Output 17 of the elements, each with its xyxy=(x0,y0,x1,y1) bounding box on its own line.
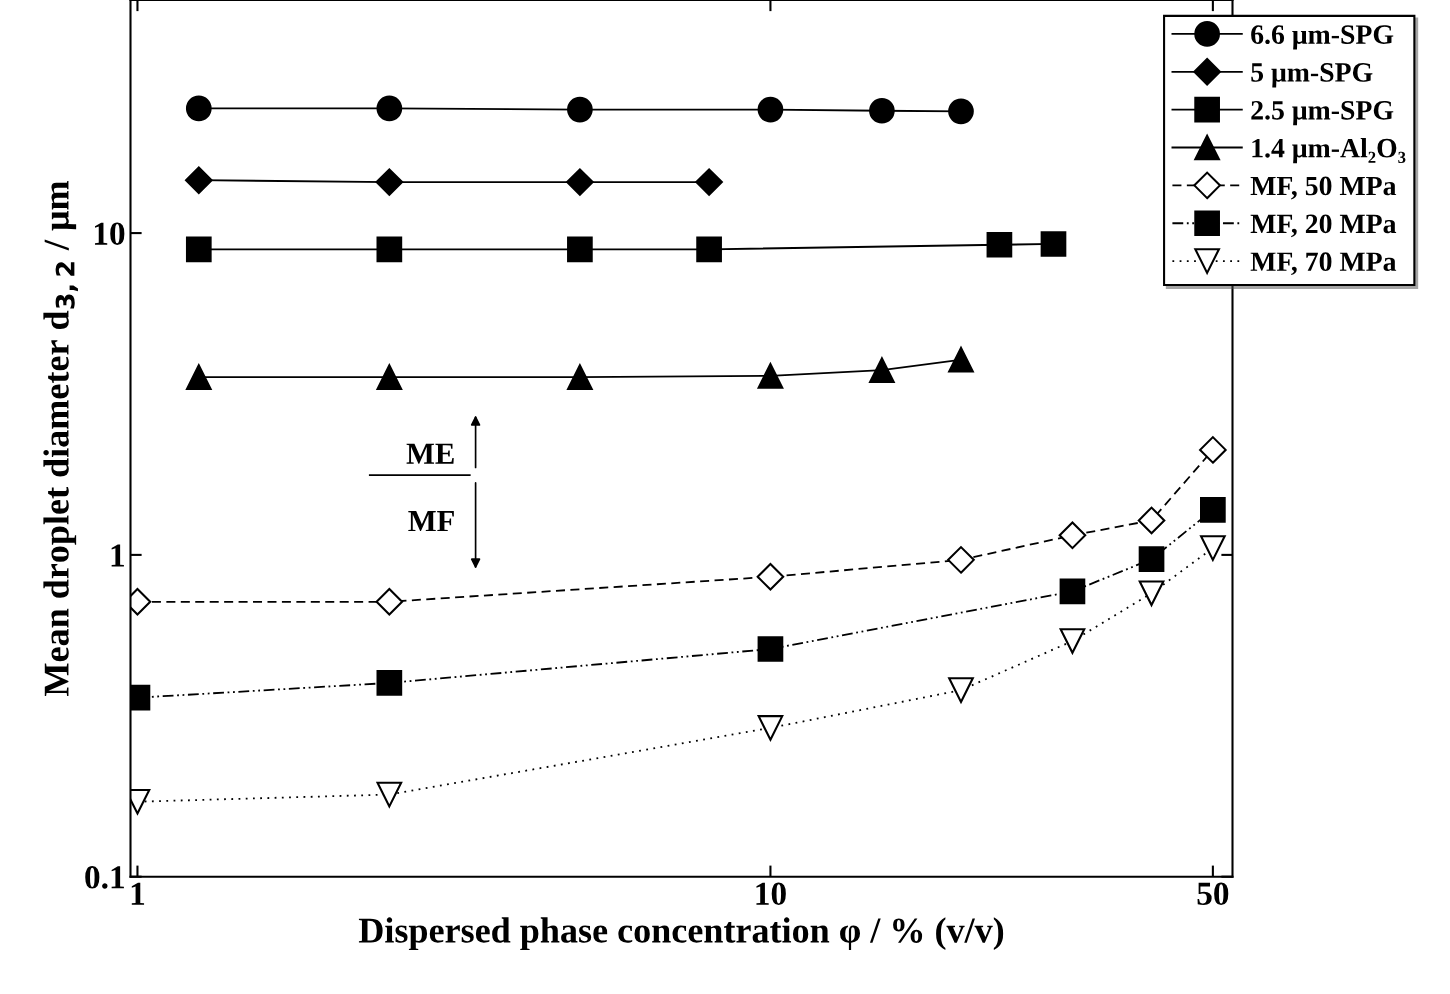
legend-label: 1.4 μm-Al₂O₃ xyxy=(1252,137,1406,164)
legend-label: 5 μm-SPG xyxy=(1251,63,1373,88)
x-axis-title: Dispersed phase concentration φ / % (v/v) xyxy=(358,917,1004,951)
annotation: ME xyxy=(406,443,454,464)
annotation: MF xyxy=(408,511,454,532)
legend-label: 2.5 μm-SPG xyxy=(1251,100,1394,126)
x-tick-label: 10 xyxy=(756,882,786,906)
legend-label: MF, 70 MPa xyxy=(1250,252,1397,276)
y-axis-title: Mean droplet diameter d$_{3,2}$ / μm xyxy=(43,181,78,696)
legend-label: 6.6 μm-SPG xyxy=(1251,25,1394,50)
y-tick-label: 1 xyxy=(111,544,124,567)
y-tick-label: 10 xyxy=(94,222,125,245)
legend-label: MF, 20 MPa xyxy=(1250,214,1397,238)
x-tick-label: 50 xyxy=(1197,882,1229,906)
legend-label: MF, 50 MPa xyxy=(1250,176,1397,200)
y-tick-label: 0.1 xyxy=(85,866,124,889)
x-tick-label: 1 xyxy=(131,882,145,905)
